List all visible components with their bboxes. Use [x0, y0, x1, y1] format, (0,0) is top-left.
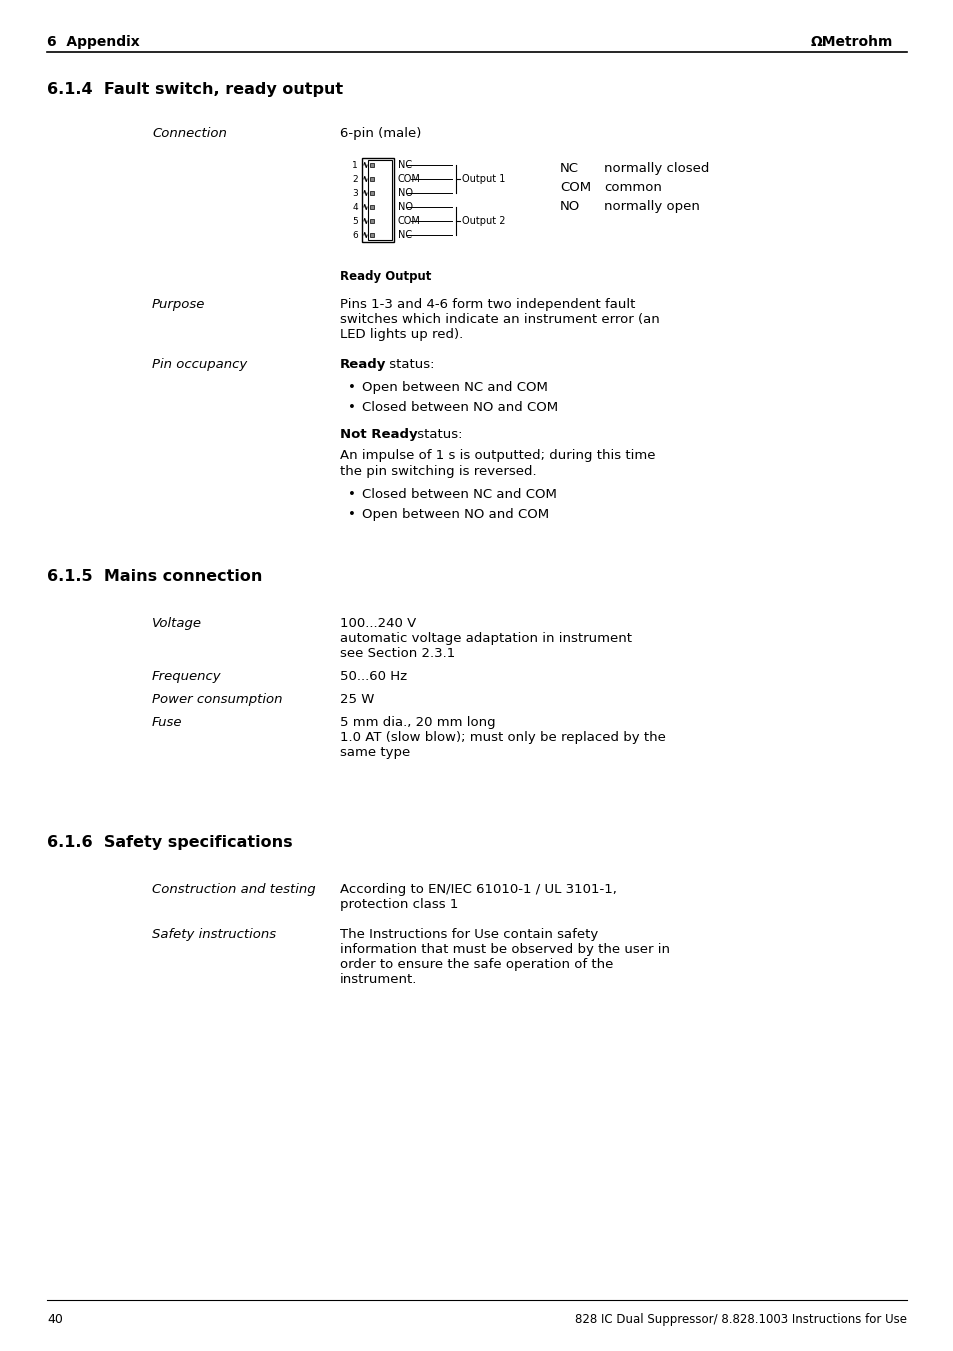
- Text: Frequency: Frequency: [152, 670, 221, 684]
- Text: Purpose: Purpose: [152, 299, 205, 311]
- Text: 5 mm dia., 20 mm long: 5 mm dia., 20 mm long: [339, 716, 496, 730]
- Bar: [370, 232, 374, 236]
- Bar: [370, 190, 374, 195]
- Text: NO: NO: [397, 203, 413, 212]
- Text: Safety instructions: Safety instructions: [152, 928, 275, 942]
- Text: information that must be observed by the user in: information that must be observed by the…: [339, 943, 669, 957]
- Text: According to EN/IEC 61010-1 / UL 3101-1,: According to EN/IEC 61010-1 / UL 3101-1,: [339, 884, 617, 896]
- Text: 6-pin (male): 6-pin (male): [339, 127, 421, 141]
- Text: protection class 1: protection class 1: [339, 898, 457, 911]
- Text: NC: NC: [559, 162, 578, 176]
- Text: Output 1: Output 1: [461, 174, 505, 184]
- Text: status:: status:: [413, 428, 462, 440]
- Text: normally open: normally open: [603, 200, 700, 213]
- Bar: [370, 219, 374, 223]
- Text: automatic voltage adaptation in instrument: automatic voltage adaptation in instrume…: [339, 632, 631, 644]
- Text: instrument.: instrument.: [339, 973, 416, 986]
- Text: 40: 40: [47, 1313, 63, 1325]
- Text: Open between NO and COM: Open between NO and COM: [361, 508, 549, 521]
- Text: 6  Appendix: 6 Appendix: [47, 35, 139, 49]
- Text: •: •: [348, 381, 355, 394]
- Text: Connection: Connection: [152, 127, 227, 141]
- Text: Fuse: Fuse: [152, 716, 182, 730]
- Text: normally closed: normally closed: [603, 162, 709, 176]
- Text: 4: 4: [352, 203, 357, 212]
- Text: An impulse of 1 s is outputted; during this time: An impulse of 1 s is outputted; during t…: [339, 449, 655, 462]
- Bar: [370, 177, 374, 181]
- Text: Voltage: Voltage: [152, 617, 202, 630]
- Text: ΩMetrohm: ΩMetrohm: [810, 35, 892, 49]
- Bar: [361, 158, 394, 242]
- Text: NO: NO: [559, 200, 579, 213]
- Text: NC: NC: [397, 230, 412, 240]
- Text: 2: 2: [352, 174, 357, 184]
- Text: NO: NO: [397, 188, 413, 199]
- Text: common: common: [603, 181, 661, 195]
- Text: switches which indicate an instrument error (an: switches which indicate an instrument er…: [339, 313, 659, 326]
- Text: Pins 1-3 and 4-6 form two independent fault: Pins 1-3 and 4-6 form two independent fa…: [339, 299, 635, 311]
- Text: 5: 5: [352, 216, 357, 226]
- Text: Ready Output: Ready Output: [339, 270, 431, 282]
- Text: 1: 1: [352, 161, 357, 169]
- Text: 50...60 Hz: 50...60 Hz: [339, 670, 407, 684]
- Text: 3: 3: [352, 189, 357, 197]
- Text: COM: COM: [397, 216, 420, 226]
- Text: NC: NC: [397, 159, 412, 170]
- Text: 25 W: 25 W: [339, 693, 374, 707]
- Text: Closed between NC and COM: Closed between NC and COM: [361, 488, 557, 501]
- Text: Closed between NO and COM: Closed between NO and COM: [361, 401, 558, 413]
- Text: the pin switching is reversed.: the pin switching is reversed.: [339, 465, 536, 478]
- Text: COM: COM: [397, 174, 420, 184]
- Text: see Section 2.3.1: see Section 2.3.1: [339, 647, 455, 661]
- Text: •: •: [348, 401, 355, 413]
- Text: status:: status:: [385, 358, 434, 372]
- Bar: [370, 205, 374, 209]
- Text: 6.1.4  Fault switch, ready output: 6.1.4 Fault switch, ready output: [47, 82, 343, 97]
- Text: 6.1.6  Safety specifications: 6.1.6 Safety specifications: [47, 835, 293, 850]
- Text: •: •: [348, 508, 355, 521]
- Bar: [370, 163, 374, 168]
- Text: LED lights up red).: LED lights up red).: [339, 328, 463, 340]
- Text: Ready: Ready: [339, 358, 386, 372]
- Text: Construction and testing: Construction and testing: [152, 884, 315, 896]
- Text: Pin occupancy: Pin occupancy: [152, 358, 247, 372]
- Text: 6: 6: [352, 231, 357, 239]
- Text: COM: COM: [559, 181, 591, 195]
- Text: Power consumption: Power consumption: [152, 693, 282, 707]
- Text: Open between NC and COM: Open between NC and COM: [361, 381, 547, 394]
- Text: same type: same type: [339, 746, 410, 759]
- Text: 100...240 V: 100...240 V: [339, 617, 416, 630]
- Text: •: •: [348, 488, 355, 501]
- Bar: [368, 159, 392, 240]
- Text: 1.0 AT (slow blow); must only be replaced by the: 1.0 AT (slow blow); must only be replace…: [339, 731, 665, 744]
- Text: Output 2: Output 2: [461, 216, 505, 226]
- Text: 828 IC Dual Suppressor/ 8.828.1003 Instructions for Use: 828 IC Dual Suppressor/ 8.828.1003 Instr…: [575, 1313, 906, 1325]
- Text: Not Ready: Not Ready: [339, 428, 417, 440]
- Text: The Instructions for Use contain safety: The Instructions for Use contain safety: [339, 928, 598, 942]
- Text: 6.1.5  Mains connection: 6.1.5 Mains connection: [47, 569, 262, 584]
- Text: order to ensure the safe operation of the: order to ensure the safe operation of th…: [339, 958, 613, 971]
